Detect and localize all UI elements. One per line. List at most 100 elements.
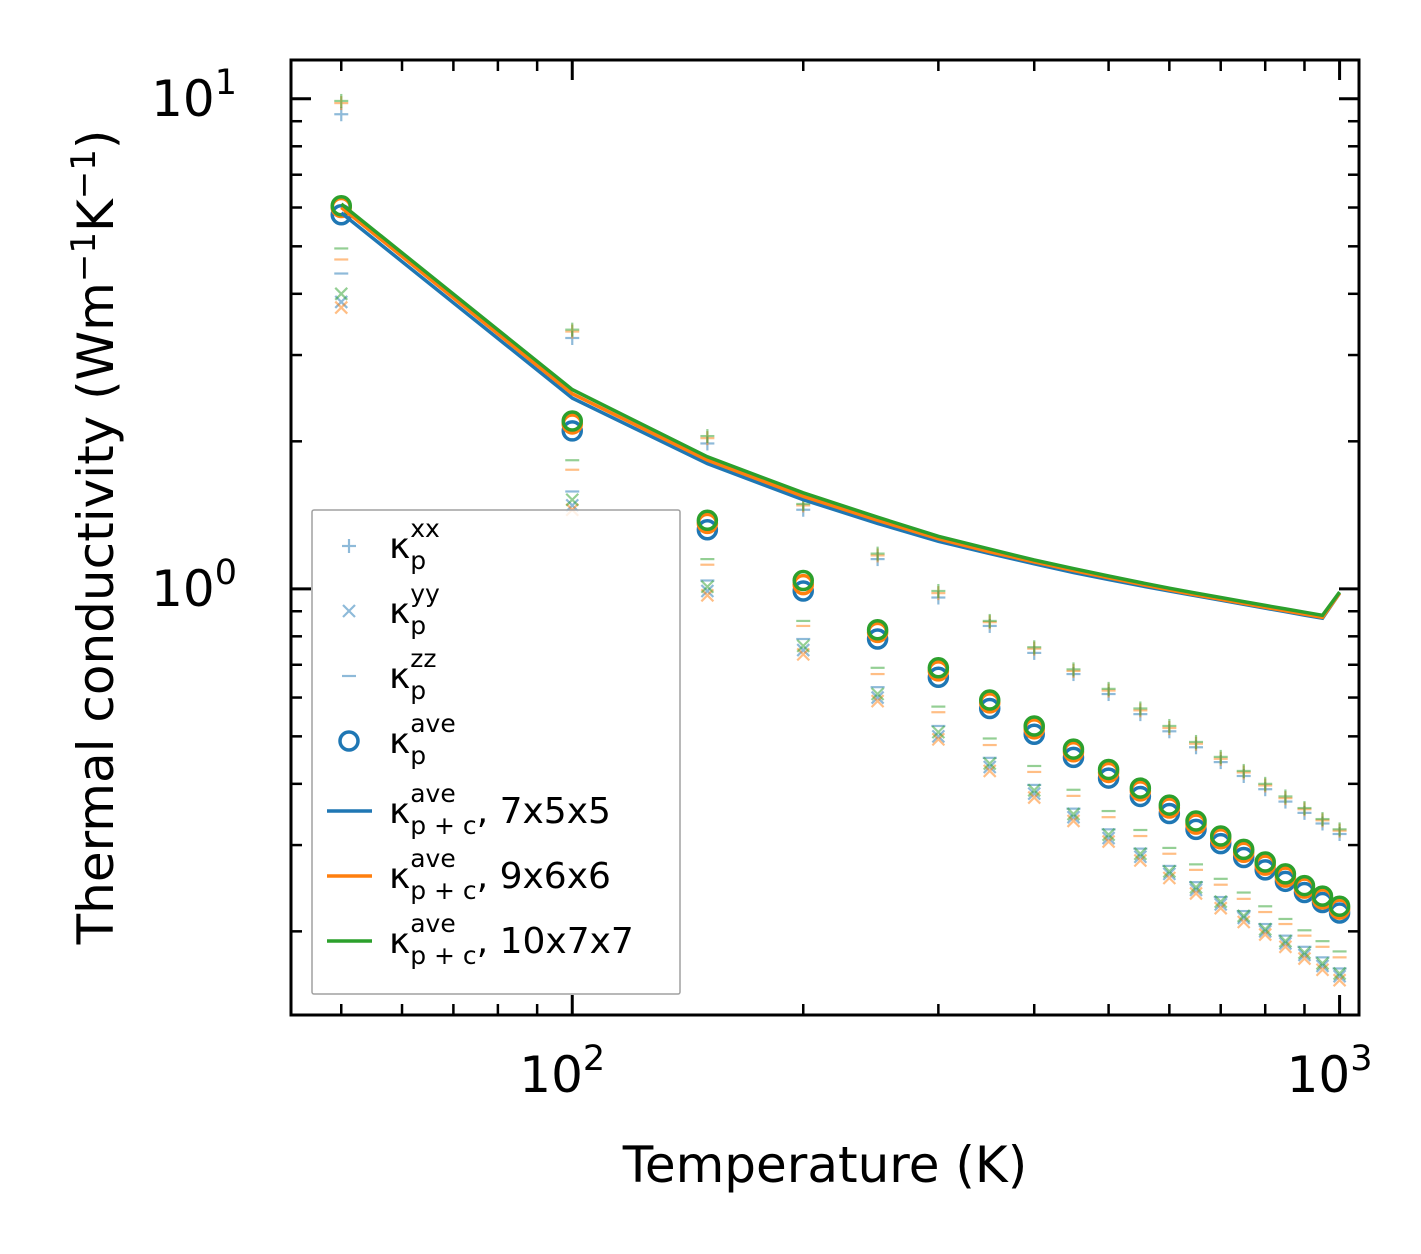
kyy-point: [1213, 894, 1228, 909]
legend-label-sup: ave: [410, 779, 456, 808]
kyy-point: [1332, 966, 1347, 981]
kave-point: [866, 628, 889, 650]
legend-label-sup: zz: [410, 644, 436, 673]
legend-label: κxx p: [389, 514, 440, 575]
legend-label-sup: xx: [410, 514, 440, 543]
kyy-point: [1258, 924, 1272, 939]
cross-b: [1332, 966, 1347, 981]
cross-b: [1278, 934, 1293, 948]
cross-b: [334, 300, 349, 315]
kyy-point: [1133, 849, 1148, 864]
cross-b: [700, 584, 715, 598]
cross-b: [982, 756, 997, 771]
y-axis-label-close: ): [67, 130, 125, 150]
kave-point: [1254, 851, 1276, 873]
kave-point: [1311, 885, 1334, 907]
kyy-point: [1066, 810, 1081, 824]
kyy-point: [1162, 867, 1177, 881]
kxx-point: [1297, 801, 1312, 816]
x-axis-label: Temperature (K): [622, 1136, 1027, 1194]
legend-label-sub: p: [410, 676, 426, 705]
legend-label-sub: p: [410, 546, 426, 575]
legend-label-sub: p: [410, 611, 426, 640]
kave-point: [1097, 758, 1120, 781]
y-axis-label-exp1: −1: [64, 232, 104, 282]
cross-b: [982, 760, 997, 774]
x-tick-label-base: 10: [519, 1046, 583, 1104]
y-axis-label: Thermal conductivity (Wm−1K−1): [64, 130, 125, 946]
legend-label-base: κ: [389, 656, 410, 697]
kave-point: [1328, 895, 1351, 918]
cross-b: [1297, 951, 1312, 966]
legend-label: κzz p: [389, 644, 436, 705]
cross-b: [931, 729, 946, 744]
legend-label: κave p: [389, 709, 456, 770]
kave-point: [927, 657, 950, 679]
legend-label: κave p + c, 7x5x5: [389, 779, 611, 840]
legend-label-sup: ave: [410, 844, 456, 873]
cross-b: [1258, 927, 1272, 942]
kyy-point: [931, 725, 946, 739]
cross-b: [796, 643, 811, 657]
kxx-point: [1236, 763, 1251, 778]
kave-point: [1209, 825, 1232, 847]
cross-b: [565, 492, 580, 507]
cross-b: [1101, 831, 1116, 845]
kyy-point: [1236, 911, 1251, 925]
y-tick-label-exp: 0: [215, 553, 237, 593]
x-tick-label-exp: 2: [583, 1039, 605, 1079]
legend-x-marker: [342, 604, 356, 618]
kyy-point: [870, 687, 885, 701]
kxx-point: [700, 429, 715, 444]
kyy-point: [1297, 951, 1312, 966]
cross-b: [1066, 810, 1081, 824]
cross-b: [1236, 911, 1251, 925]
y-axis-label-main: Thermal conductivity (Wm: [67, 282, 125, 945]
kyy-point: [1315, 962, 1330, 977]
kave-point: [1023, 715, 1045, 737]
cross-b: [870, 687, 885, 701]
kxx-point: [1189, 734, 1204, 749]
kxx-point: [334, 93, 349, 108]
kyy-point: [1189, 883, 1203, 897]
x-tick-label-exp: 3: [1350, 1039, 1372, 1079]
cross-b: [1189, 886, 1203, 901]
kxx-point: [1133, 701, 1148, 716]
legend-label-sup: ave: [410, 709, 456, 738]
kyy-point: [982, 756, 997, 771]
kave-point: [1232, 838, 1255, 861]
cross-b: [1236, 909, 1251, 923]
kyy-point: [1315, 959, 1330, 973]
kyy-point: [1027, 783, 1042, 798]
cross-b: [1133, 849, 1148, 864]
cross-b: [1213, 897, 1228, 912]
cross-b: [931, 725, 946, 739]
cross-b: [1236, 915, 1251, 929]
kxx-point: [1332, 822, 1347, 837]
kyy-point: [1278, 936, 1293, 951]
x-tick-label-base: 10: [1287, 1046, 1351, 1104]
cross-b: [1101, 827, 1116, 842]
kyy-point: [1066, 807, 1081, 821]
kyy-point: [700, 584, 715, 598]
kave-point: [792, 569, 814, 592]
kxx-point: [1315, 812, 1330, 827]
legend-label-sup: yy: [410, 579, 440, 608]
kyy-point: [1297, 945, 1312, 960]
kave-point: [1062, 738, 1085, 760]
legend-label: κave p + c, 10x7x7: [389, 909, 634, 970]
kxx-point: [931, 583, 946, 598]
kave-point: [696, 509, 719, 532]
y-tick-label-base: 10: [151, 70, 215, 128]
axes-frame: [289, 58, 1361, 1017]
kyy-point: [1213, 897, 1228, 912]
kyy-point: [1236, 909, 1251, 923]
legend-label-base: κ: [389, 856, 410, 897]
plot-area: [330, 93, 1351, 987]
kave-point: [1158, 794, 1181, 816]
kyy-point: [796, 639, 811, 653]
kave-point: [1274, 863, 1297, 885]
kave-point: [1129, 777, 1152, 799]
legend-label-sup: ave: [410, 909, 456, 938]
